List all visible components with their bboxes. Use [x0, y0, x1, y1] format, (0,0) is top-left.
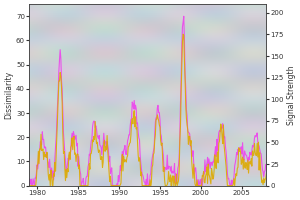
Y-axis label: Dissimilarity: Dissimilarity	[4, 71, 13, 119]
Y-axis label: Signal Strength: Signal Strength	[287, 65, 296, 125]
